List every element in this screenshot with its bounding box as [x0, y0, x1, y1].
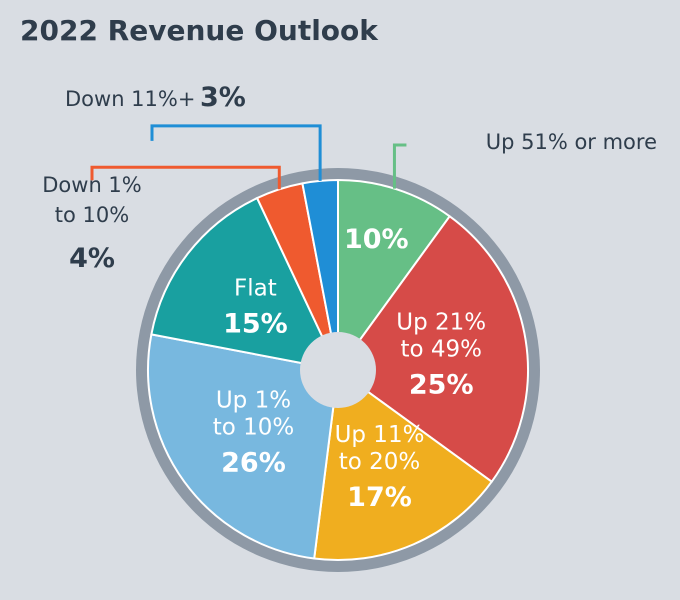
slice-category-label: Up 11%: [335, 422, 425, 448]
pie-slice: [147, 333, 339, 560]
slice-category-label: to 10%: [55, 203, 129, 227]
slice-value-label: 10%: [344, 224, 409, 255]
slice-category-label: Flat: [234, 275, 277, 301]
label-layer: 10%Up 21%to 49%25%Up 11%to 20%17%Up 1%to…: [42, 82, 657, 513]
slice-category-label: Up 1%: [216, 387, 291, 413]
pie-slice: [337, 215, 529, 483]
slice-value-label: 3%: [200, 82, 246, 113]
slice-category-label: Up 51% or more: [486, 130, 657, 154]
leader-line: [150, 124, 322, 181]
slice-value-label: 26%: [221, 447, 286, 478]
chart-title: 2022 Revenue Outlook: [20, 14, 379, 47]
slice-category-label: to 10%: [213, 414, 295, 440]
slice-value-label: 25%: [409, 370, 474, 401]
slice-category-label: Down 1%: [42, 173, 142, 197]
pie-slice: [313, 369, 493, 561]
slice-category-label: Up 21%: [396, 310, 486, 336]
slice-category-label: Down 11%+: [65, 87, 195, 111]
leader-line: [392, 143, 407, 189]
pie-slice: [337, 179, 451, 371]
slice-value-label: 4%: [69, 243, 115, 274]
slice-value-label: 17%: [347, 482, 412, 513]
pie-layer: [136, 168, 540, 572]
slice-category-label: to 20%: [339, 449, 421, 475]
slice-category-label: to 49%: [400, 337, 482, 363]
pie-center-hole: [300, 332, 376, 408]
slice-value-label: 15%: [223, 308, 288, 339]
pie-slice: [150, 197, 339, 371]
leader-line: [90, 165, 281, 190]
